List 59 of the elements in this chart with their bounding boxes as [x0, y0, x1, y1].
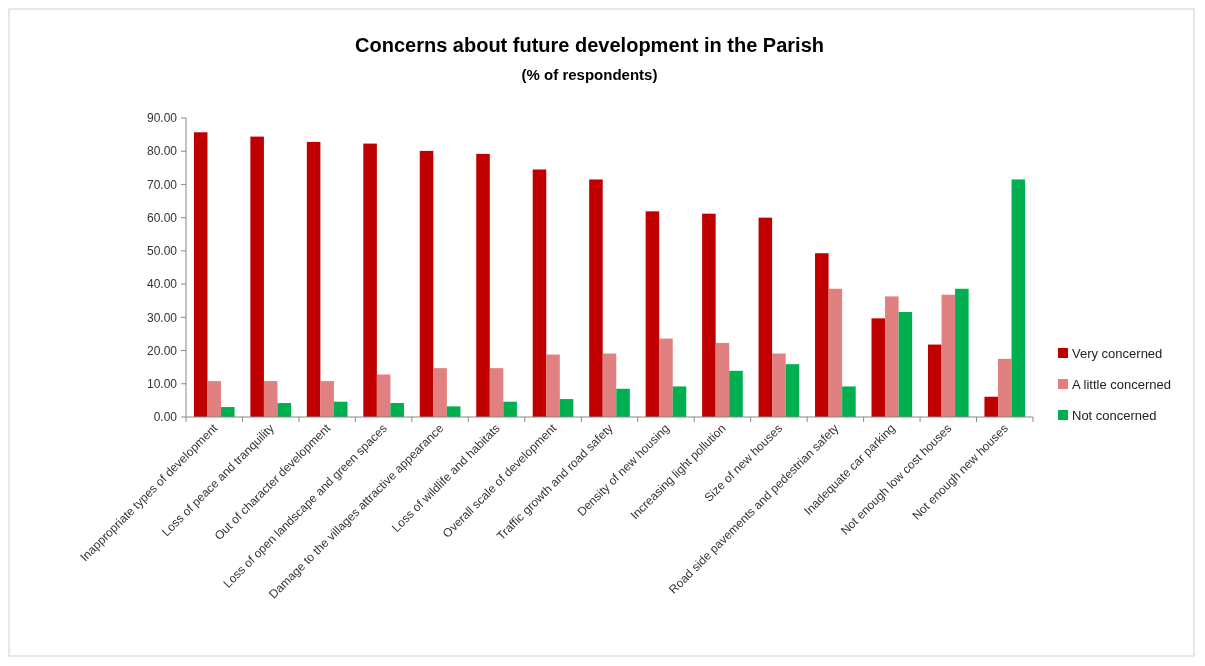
chart-subtitle: (% of respondents): [521, 66, 658, 83]
y-tick-label: 60.00: [146, 210, 178, 225]
bar: [702, 213, 716, 417]
bar: [828, 288, 843, 417]
legend-label: A little concerned: [1072, 376, 1172, 392]
bar: [503, 401, 517, 417]
bar: [842, 386, 856, 417]
bar: [885, 296, 899, 417]
bar: [758, 217, 773, 417]
bar: [221, 407, 235, 417]
y-tick-label: 50.00: [146, 244, 178, 259]
bar: [390, 403, 404, 417]
bar: [363, 143, 377, 417]
bar: [997, 358, 1012, 417]
bar: [616, 388, 630, 417]
bar: [320, 381, 334, 417]
bar: [446, 406, 461, 417]
bar: [489, 368, 504, 417]
bar: [984, 396, 998, 417]
bar: [546, 354, 560, 417]
bar: [589, 179, 603, 417]
bar: [772, 353, 786, 417]
bar: [927, 344, 942, 417]
y-tick-label: 10.00: [146, 376, 178, 391]
y-tick-label: 30.00: [146, 310, 178, 325]
bar: [376, 374, 391, 417]
y-tick-label: 20.00: [146, 343, 178, 358]
bar: [476, 153, 490, 417]
y-tick-label: 80.00: [146, 144, 178, 159]
bar: [1011, 179, 1026, 417]
bar: [419, 150, 434, 417]
bar: [433, 368, 447, 417]
bar: [645, 211, 660, 417]
bar: [941, 294, 956, 417]
bar: [277, 403, 292, 417]
bar: [193, 132, 208, 417]
bar: [559, 399, 574, 417]
bar: [815, 253, 829, 417]
bar: [871, 318, 886, 417]
bar: [672, 386, 687, 417]
bar: [955, 288, 969, 417]
bar: [898, 312, 913, 417]
legend-label: Not concerned: [1072, 407, 1157, 423]
bar: [659, 338, 673, 417]
y-tick-label: 90.00: [146, 111, 178, 126]
y-tick-label: 40.00: [146, 277, 178, 292]
bar: [785, 364, 800, 417]
bar: [729, 370, 743, 417]
bar: [602, 353, 617, 417]
bar: [715, 342, 730, 417]
y-tick-label: 0.00: [153, 410, 178, 425]
bar: [207, 381, 222, 417]
bar: [306, 141, 321, 417]
bar: [263, 381, 278, 417]
chart-title: Concerns about future development in the Parish: [355, 34, 824, 56]
bar: [532, 169, 547, 417]
y-tick-label: 70.00: [146, 177, 178, 192]
bar: [250, 136, 264, 417]
legend-label: Very concerned: [1072, 345, 1163, 361]
